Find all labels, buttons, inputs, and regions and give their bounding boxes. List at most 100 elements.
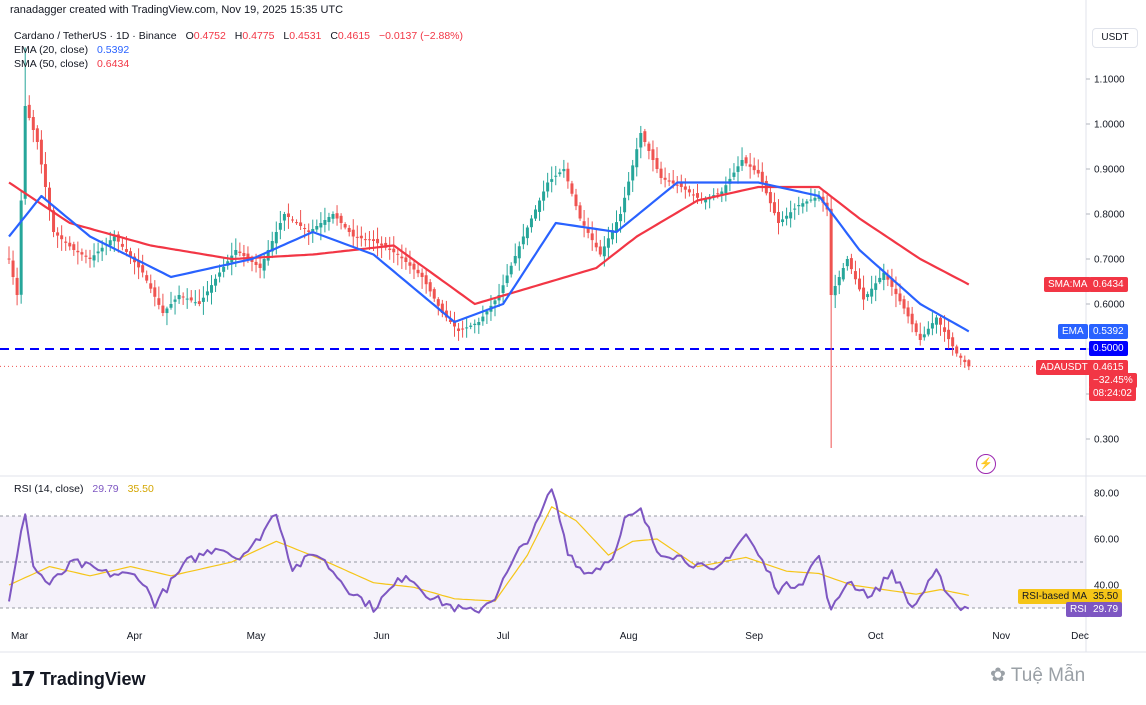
candle-body (404, 257, 408, 262)
candle-body (327, 217, 331, 223)
candle-body (218, 272, 222, 277)
candle-body (189, 297, 193, 301)
candle-body (266, 250, 270, 261)
candle-body (250, 259, 254, 262)
candle-body (930, 323, 934, 329)
candle-body (858, 278, 861, 290)
candle-body (39, 139, 43, 165)
watermark-icon: ✿ (990, 665, 1006, 686)
candle-body (351, 229, 355, 237)
candle-body (772, 202, 776, 214)
x-tick-label-7: Oct (868, 631, 884, 642)
candle-body (222, 266, 226, 272)
candle-body (870, 288, 874, 297)
ohlc-open-label: O (185, 30, 194, 42)
candle-body (781, 219, 785, 223)
candle-body (594, 242, 598, 248)
header-attribution: ranadagger created with TradingView.com,… (10, 4, 344, 16)
candle-body (262, 259, 266, 271)
rsi-legend[interactable]: RSI (14, close) 29.79 35.50 (14, 483, 154, 495)
candle-body (845, 259, 849, 267)
candle-body (748, 164, 752, 167)
rsi-tag-value: 29.79 (1089, 602, 1123, 617)
candle-body (736, 166, 740, 172)
candle-body (299, 222, 303, 226)
candle-body (554, 175, 558, 177)
candle-body (48, 187, 51, 210)
candle-body (469, 325, 473, 327)
candle-body (96, 251, 100, 254)
candle-body (558, 172, 562, 175)
rsi-y-tick-label-0: 40.00 (1094, 581, 1119, 592)
candle-body (659, 168, 663, 178)
tradingview-mark-icon: 17 (10, 667, 36, 691)
candle-body (27, 104, 31, 118)
candle-body (400, 256, 404, 259)
tradingview-logo[interactable]: 17 TradingView (10, 667, 146, 691)
candle-body (918, 333, 922, 340)
candle-body (319, 223, 323, 228)
ema-legend[interactable]: EMA (20, close) 0.5392 (14, 44, 129, 56)
candle-body (481, 316, 485, 322)
candle-body (270, 241, 274, 252)
candle-body (31, 117, 35, 130)
candle-body (141, 265, 145, 273)
candle-body (813, 197, 817, 201)
candle-body (137, 260, 141, 268)
candle-body (19, 200, 23, 295)
x-tick-label-3: Jun (374, 631, 390, 642)
candle-body (590, 233, 594, 241)
candle-body (886, 274, 890, 280)
candle-body (894, 288, 898, 295)
currency-unit-button[interactable]: USDT (1092, 28, 1138, 48)
lightning-icon[interactable]: ⚡ (976, 454, 996, 474)
candle-body (922, 334, 926, 338)
candle-body (88, 257, 92, 259)
rsi-legend-ma-value: 35.50 (127, 483, 154, 495)
candle-body (193, 302, 197, 304)
candle-body (408, 262, 412, 266)
candle-body (331, 214, 335, 219)
candle-body (80, 252, 84, 255)
candle-body (412, 263, 416, 270)
x-tick-label-2: May (247, 631, 266, 642)
rsi-line (8, 488, 970, 614)
ohlc-high-label: H (234, 30, 243, 42)
candle-body (347, 227, 351, 232)
candle-body (343, 224, 347, 228)
candle-body (428, 282, 432, 292)
rsi-ma-tag-value: 35.50 (1089, 589, 1123, 604)
candle-body (372, 239, 375, 241)
candle-body (833, 286, 837, 296)
candle-body (606, 238, 610, 248)
candle-body (181, 296, 185, 298)
candle-body (623, 197, 627, 213)
candle-body (934, 317, 938, 325)
candle-body (853, 271, 857, 280)
candle-body (11, 260, 15, 277)
candle-body (440, 303, 444, 313)
level-price-tag: 0.5000 (1089, 341, 1128, 356)
candle-body (586, 228, 590, 233)
candle-body (501, 285, 505, 294)
candle-body (598, 246, 602, 255)
sma-tag-label: SMA:MA (1048, 279, 1088, 290)
sma-legend-value: 0.6434 (97, 58, 130, 70)
candle-body (76, 250, 80, 253)
candle-body (295, 222, 299, 224)
y-tick-label-3: 0.6000 (1094, 300, 1125, 311)
ohlc-low: 0.4531 (289, 30, 322, 42)
candle-body (546, 182, 550, 192)
candle-body (914, 323, 918, 333)
candle-body (602, 246, 606, 257)
candle-body (687, 189, 691, 193)
candle-body (274, 232, 278, 244)
sma-legend[interactable]: SMA (50, close) 0.6434 (14, 58, 129, 70)
x-tick-label-5: Aug (620, 631, 638, 642)
candle-body (866, 294, 870, 298)
candle-body (805, 201, 809, 204)
last-price-change: −32.45% (1089, 373, 1137, 388)
candle-body (436, 299, 440, 306)
